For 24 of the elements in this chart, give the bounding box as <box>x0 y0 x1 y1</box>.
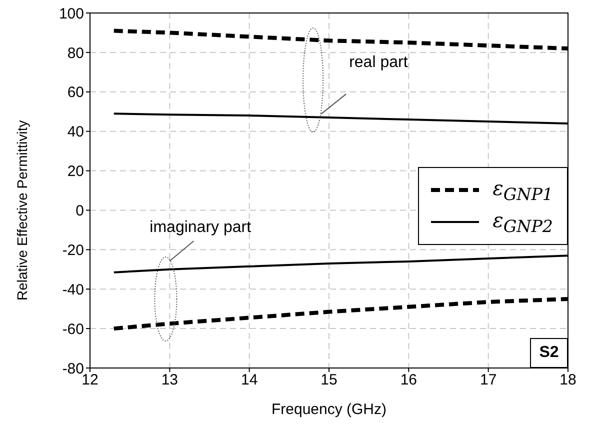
annotation: real part <box>349 54 408 72</box>
x-tick-label: 16 <box>400 372 418 389</box>
y-tick-label: -20 <box>62 242 84 259</box>
y-tick-label: -80 <box>62 360 84 378</box>
y-tick-label: -60 <box>62 320 84 338</box>
x-tick-label: 15 <box>320 372 338 389</box>
legend-label: ε$_{GNP2}$ <box>492 208 553 236</box>
y-axis-title: Relative Effective Permittivity <box>14 120 30 300</box>
y-tick-label: 60 <box>67 84 84 102</box>
x-tick-label: 17 <box>480 372 497 389</box>
y-tick-label: 40 <box>67 124 84 141</box>
legend-label: ε$_{GNP1}$ <box>492 176 553 204</box>
y-tick-label: 0 <box>76 202 84 220</box>
x-tick-label: 14 <box>240 372 258 389</box>
y-tick-label: 20 <box>67 163 84 180</box>
x-tick-label: 12 <box>82 372 98 389</box>
annotation: imaginary part <box>150 218 252 236</box>
x-axis-title: Frequency (GHz) <box>271 401 387 418</box>
annotation: S2 <box>539 344 559 362</box>
y-tick-label: -40 <box>62 281 84 298</box>
x-tick-label: 13 <box>161 372 178 389</box>
y-tick-label: 80 <box>67 44 84 62</box>
y-tick-label: 100 <box>58 5 84 22</box>
x-tick-label: 18 <box>560 372 576 389</box>
